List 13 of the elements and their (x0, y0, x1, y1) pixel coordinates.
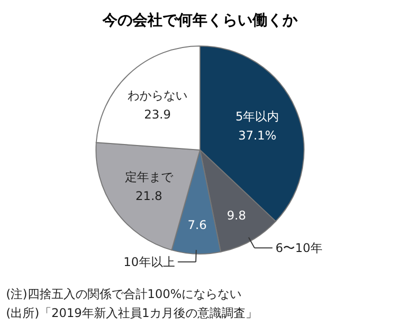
data-label: 7.6 (188, 218, 207, 232)
slice-label: 定年まで (124, 170, 174, 184)
data-label: 37.1% (238, 128, 276, 142)
slice-label: 5年以内 (235, 109, 280, 124)
data-label: 9.8 (226, 208, 246, 222)
slice-label: 10年以上 (124, 254, 175, 269)
slice-label: 6〜10年 (275, 240, 322, 255)
data-label: 21.8 (136, 188, 162, 203)
chart-title: 今の会社で何年くらい働くか (102, 11, 298, 29)
text: (注)四捨五入の関係で合計100%にならない (6, 287, 242, 301)
slice-label: わからない (127, 88, 188, 102)
data-label: 23.9 (144, 107, 171, 122)
text: (出所)「2019年新入社員1カ月後の意識調査」 (6, 306, 258, 320)
